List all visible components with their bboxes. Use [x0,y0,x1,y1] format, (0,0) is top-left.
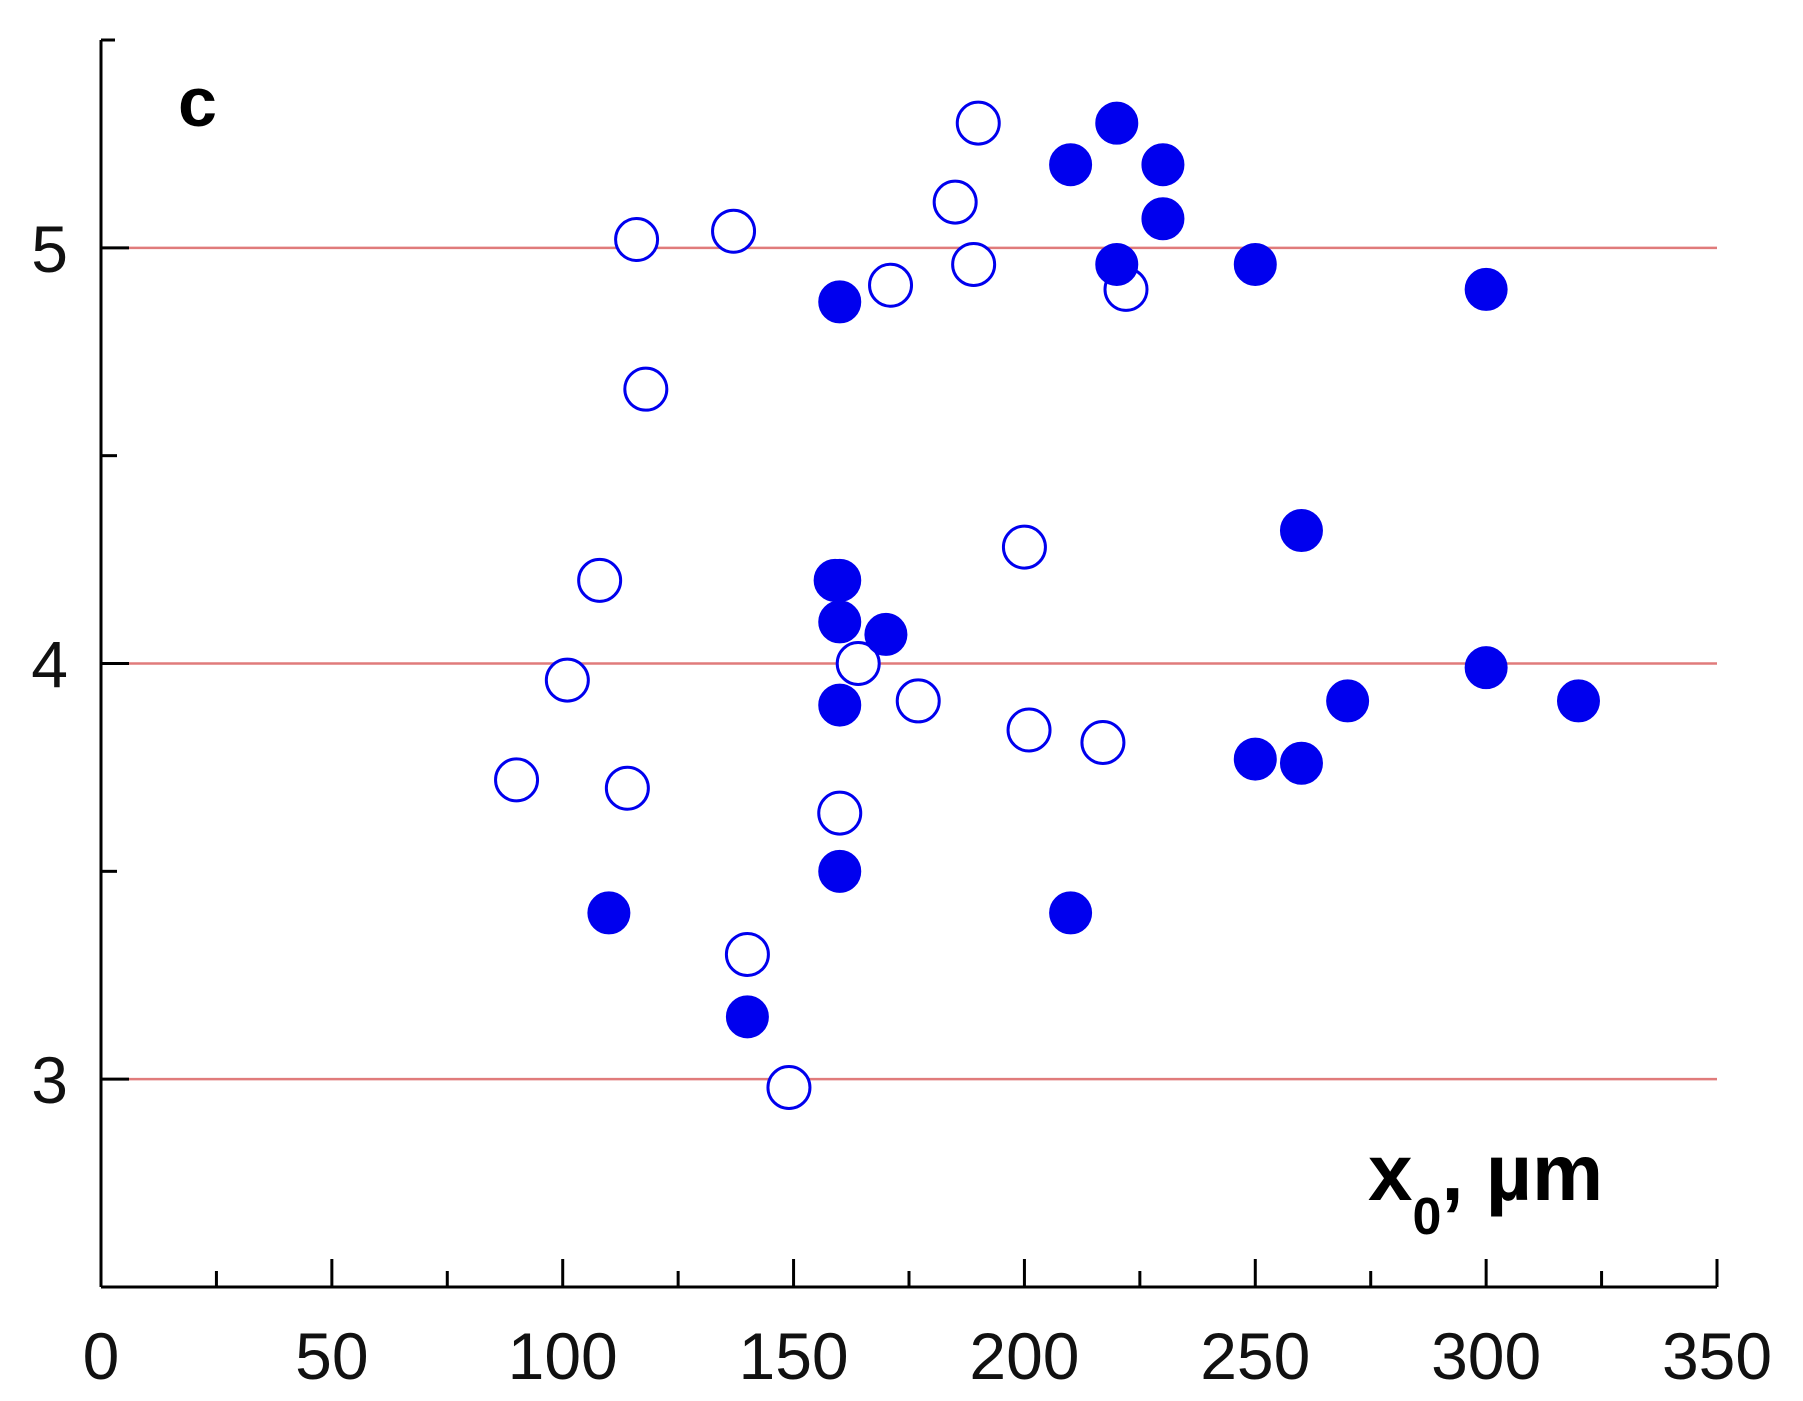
open-circle-point [1006,707,1052,753]
filled-circle-point [818,683,862,727]
open-circle-point [724,931,770,977]
x-tick-label: 100 [508,1319,618,1393]
filled-circle-point [725,995,769,1039]
x-axis-ticks: 0 50 100 150 200 250 300 350 [83,1259,1772,1393]
filled-circle-point [818,280,862,324]
filled-circle-point [1279,508,1323,552]
filled-circle-point [1233,737,1277,781]
open-circle-point [951,241,997,287]
x-axis-label-subscript: 0 [1413,1188,1442,1246]
y-tick-label: 3 [31,1043,68,1117]
x-axis-label-unit: , µm [1441,1128,1603,1217]
x-tick-label: 250 [1200,1319,1310,1393]
open-circle-point [932,179,978,225]
filled-circle-point [1464,646,1508,690]
open-circle-point [1080,719,1126,765]
y-tick-label: 4 [31,628,68,702]
filled-circle-point [1279,741,1323,785]
filled-circle-point [818,600,862,644]
x-tick-label: 50 [295,1319,368,1393]
filled-circle-point [818,849,862,893]
open-circle-point [868,262,914,308]
x-tick-label: 350 [1662,1319,1772,1393]
open-circle-point [614,217,660,263]
filled-circle-point [1141,197,1185,241]
filled-circle-point [818,558,862,602]
filled-circle-point [1556,679,1600,723]
filled-circle-point [587,891,631,935]
open-circle-point [711,208,757,254]
open-circle-point [623,366,669,412]
open-circle-point [895,678,941,724]
open-circle-point [817,790,863,836]
open-circle-point [1001,524,1047,570]
panel-label: c [178,63,217,141]
open-circle-point [494,757,540,803]
x-tick-label: 200 [969,1319,1079,1393]
filled-circle-point [1141,143,1185,187]
filled-circle-point [1464,267,1508,311]
x-tick-label: 300 [1431,1319,1541,1393]
open-circle-point [544,657,590,703]
filled-circle-point [864,612,908,656]
open-circle-point [955,100,1001,146]
x-axis-label: x0, µm [1368,1128,1603,1246]
filled-circle-point [1049,891,1093,935]
x-axis-label-symbol: x [1368,1128,1413,1217]
y-tick-label: 5 [31,212,68,286]
reference-lines [101,246,1717,1081]
x-tick-label: 0 [83,1319,120,1393]
open-circle-point [766,1064,812,1110]
filled-circle-point [1233,242,1277,286]
filled-circle-point [1049,143,1093,187]
filled-circle-point [1095,242,1139,286]
x-tick-label: 150 [739,1319,849,1393]
open-circle-point [835,641,881,686]
filled-circle-point [1095,101,1139,145]
open-circle-point [577,557,623,603]
filled-circle-point [1326,679,1370,723]
data-points [494,100,1600,1110]
y-axis-ticks: 3 4 5 [31,38,129,1117]
open-circle-point [604,765,650,811]
